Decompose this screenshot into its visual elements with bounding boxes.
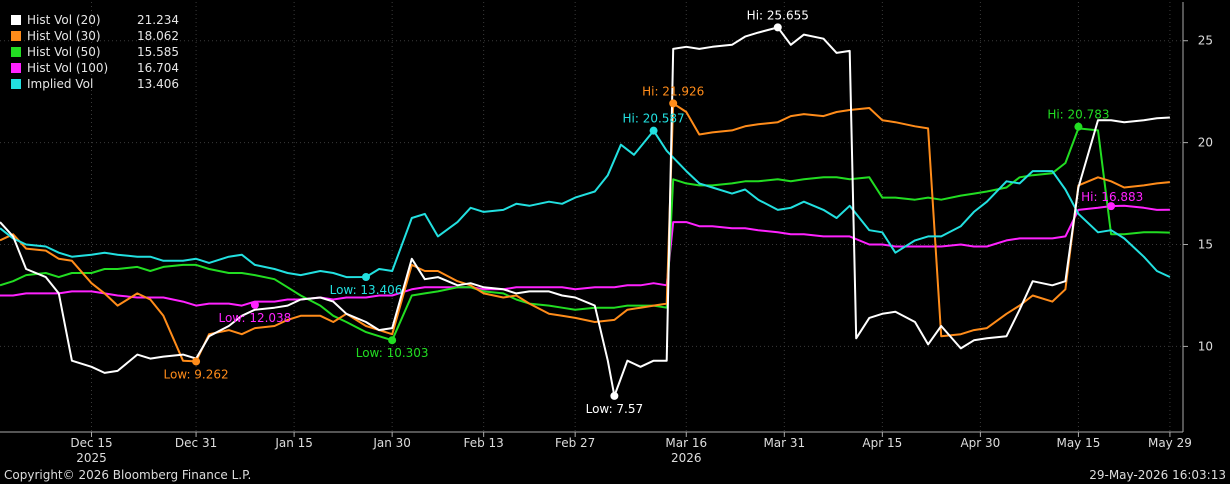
series-line	[0, 102, 1170, 363]
annotation-marker	[192, 357, 201, 366]
annotation-marker	[362, 272, 371, 281]
series-line	[0, 127, 1170, 342]
annotation-label: Hi: 20.587	[622, 112, 684, 126]
x-tick-label: Mar 16	[665, 436, 707, 450]
x-tick-label: Apr 30	[960, 436, 1000, 450]
legend-swatch	[10, 78, 22, 90]
legend-swatch	[10, 62, 22, 74]
legend-item: Hist Vol (30) 18.062	[10, 28, 179, 44]
annotation-marker	[649, 126, 658, 135]
annotations: Hi: 25.655 Hi: 21.926 Hi: 20.587 Hi: 20.783…	[163, 8, 1143, 416]
annotation-label: Hi: 21.926	[642, 84, 704, 98]
legend-item: Implied Vol 13.406	[10, 76, 179, 92]
x-tick-label: Apr 15	[862, 436, 902, 450]
annotation-label: Low: 12.038	[218, 311, 291, 325]
x-tick-label: Jan 30	[372, 436, 411, 450]
legend-label: Hist Vol (30)	[27, 29, 101, 43]
x-tick-label: May 29	[1148, 436, 1192, 450]
legend-value: 15.585	[137, 45, 179, 59]
annotation-label: Hi: 25.655	[747, 8, 809, 22]
legend-value: 16.704	[137, 61, 179, 75]
legend: Hist Vol (20) 21.234 Hist Vol (30) 18.062 Hi…	[10, 12, 179, 92]
x-tick-label: Dec 31	[175, 436, 217, 450]
legend-swatch	[10, 30, 22, 42]
annotation-label: Low: 7.57	[586, 402, 644, 416]
legend-label: Hist Vol (100)	[27, 61, 109, 75]
annotation-marker	[388, 336, 397, 345]
annotation-marker	[1107, 202, 1116, 211]
x-year-label: 2026	[671, 451, 702, 465]
legend-label: Implied Vol	[27, 77, 94, 91]
annotation-label: Hi: 16.883	[1081, 190, 1143, 204]
legend-item: Hist Vol (50) 15.585	[10, 44, 179, 60]
legend-item: Hist Vol (20) 21.234	[10, 12, 179, 28]
y-tick-label: 20	[1198, 136, 1213, 150]
y-tick-label: 10	[1198, 339, 1213, 353]
legend-label: Hist Vol (50)	[27, 45, 101, 59]
legend-value: 13.406	[137, 77, 179, 91]
annotation-marker	[1074, 122, 1083, 131]
x-tick-label: Feb 13	[463, 436, 503, 450]
legend-swatch	[10, 14, 22, 26]
timestamp-text: 29-May-2026 16:03:13	[1089, 468, 1226, 482]
annotation-marker	[773, 23, 782, 32]
legend-value: 18.062	[137, 29, 179, 43]
x-year-label: 2025	[76, 451, 107, 465]
series-line	[0, 204, 1170, 307]
legend-item: Hist Vol (100) 16.704	[10, 60, 179, 76]
annotation-marker	[250, 300, 259, 309]
annotation-label: Low: 13.406	[330, 283, 403, 297]
x-tick-label: Feb 27	[555, 436, 595, 450]
legend-value: 21.234	[137, 13, 179, 27]
copyright-text: Copyright© 2026 Bloomberg Finance L.P.	[4, 468, 252, 482]
x-tick-label: May 15	[1056, 436, 1100, 450]
legend-swatch	[10, 46, 22, 58]
annotation-label: Low: 10.303	[356, 346, 429, 360]
x-tick-label: Dec 15	[70, 436, 112, 450]
series-line	[0, 26, 1170, 397]
y-tick-label: 25	[1198, 34, 1213, 48]
y-tick-label: 15	[1198, 238, 1213, 252]
annotation-marker	[669, 99, 678, 108]
x-tick-label: Mar 31	[763, 436, 805, 450]
x-tick-label: Jan 15	[274, 436, 313, 450]
legend-label: Hist Vol (20)	[27, 13, 101, 27]
annotation-label: Low: 9.262	[163, 367, 228, 381]
series-line	[0, 129, 1171, 279]
annotation-label: Hi: 20.783	[1047, 108, 1109, 122]
annotation-marker	[610, 391, 619, 400]
